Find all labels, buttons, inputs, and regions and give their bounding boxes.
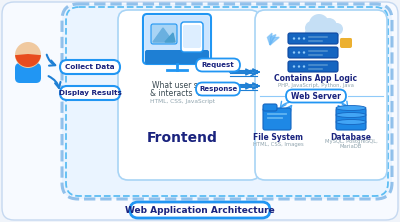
FancyBboxPatch shape <box>288 61 338 72</box>
Ellipse shape <box>336 105 366 111</box>
Circle shape <box>293 65 295 68</box>
FancyBboxPatch shape <box>196 59 240 71</box>
Circle shape <box>305 21 319 35</box>
Circle shape <box>298 65 300 68</box>
Text: Response: Response <box>199 86 237 92</box>
Text: File System: File System <box>253 133 303 141</box>
FancyBboxPatch shape <box>196 83 240 95</box>
Text: Display Results: Display Results <box>58 90 122 96</box>
Text: Frontend: Frontend <box>146 131 218 145</box>
FancyBboxPatch shape <box>263 104 277 111</box>
Text: What user sees: What user sees <box>152 81 212 89</box>
Circle shape <box>331 23 343 35</box>
Wedge shape <box>15 54 41 67</box>
FancyBboxPatch shape <box>308 40 323 42</box>
Circle shape <box>298 37 300 40</box>
FancyBboxPatch shape <box>340 38 352 48</box>
FancyBboxPatch shape <box>145 16 209 50</box>
Text: Web Server: Web Server <box>291 91 341 101</box>
FancyBboxPatch shape <box>181 22 203 52</box>
Polygon shape <box>270 37 279 45</box>
Circle shape <box>303 37 305 40</box>
FancyBboxPatch shape <box>143 14 211 64</box>
Circle shape <box>298 51 300 54</box>
Circle shape <box>321 18 337 34</box>
Polygon shape <box>165 33 175 42</box>
Text: HTML, CSS, JavaScript: HTML, CSS, JavaScript <box>150 99 214 103</box>
Text: Contains App Logic: Contains App Logic <box>274 73 358 83</box>
Polygon shape <box>270 35 276 45</box>
FancyBboxPatch shape <box>130 202 270 218</box>
Circle shape <box>303 65 305 68</box>
FancyBboxPatch shape <box>151 24 177 44</box>
FancyBboxPatch shape <box>305 30 339 37</box>
FancyBboxPatch shape <box>183 25 201 48</box>
Circle shape <box>293 51 295 54</box>
Text: Web Application Architecture: Web Application Architecture <box>125 206 275 214</box>
FancyBboxPatch shape <box>308 50 328 52</box>
Ellipse shape <box>336 119 366 125</box>
FancyBboxPatch shape <box>267 113 287 115</box>
FancyBboxPatch shape <box>308 68 323 70</box>
Circle shape <box>15 42 41 68</box>
FancyBboxPatch shape <box>15 63 41 83</box>
Circle shape <box>303 51 305 54</box>
Polygon shape <box>153 28 173 42</box>
Circle shape <box>309 14 329 34</box>
FancyBboxPatch shape <box>286 89 346 103</box>
FancyBboxPatch shape <box>2 2 398 220</box>
Polygon shape <box>268 33 272 45</box>
FancyBboxPatch shape <box>263 108 291 130</box>
Circle shape <box>293 37 295 40</box>
FancyBboxPatch shape <box>62 4 392 199</box>
FancyBboxPatch shape <box>267 117 283 119</box>
FancyBboxPatch shape <box>118 10 260 180</box>
Text: Collect Data: Collect Data <box>65 64 115 70</box>
Text: Database: Database <box>330 133 372 141</box>
Text: Request: Request <box>202 62 234 68</box>
FancyBboxPatch shape <box>336 108 366 130</box>
FancyBboxPatch shape <box>60 60 120 74</box>
FancyBboxPatch shape <box>60 86 120 100</box>
Text: HTML, CSS, Images: HTML, CSS, Images <box>253 141 303 147</box>
FancyBboxPatch shape <box>288 47 338 58</box>
FancyBboxPatch shape <box>308 36 328 38</box>
FancyBboxPatch shape <box>308 54 323 56</box>
Text: PHP, JavaScript, Python, Java: PHP, JavaScript, Python, Java <box>278 83 354 87</box>
FancyBboxPatch shape <box>288 33 338 44</box>
Ellipse shape <box>336 113 366 117</box>
FancyBboxPatch shape <box>255 10 387 180</box>
PathPatch shape <box>62 60 118 70</box>
Text: MySQL, PostgreSQL,
MariaDB: MySQL, PostgreSQL, MariaDB <box>325 139 377 149</box>
Text: & interacts  with: & interacts with <box>150 89 214 97</box>
FancyBboxPatch shape <box>308 64 328 66</box>
FancyBboxPatch shape <box>145 50 209 64</box>
PathPatch shape <box>62 87 118 98</box>
